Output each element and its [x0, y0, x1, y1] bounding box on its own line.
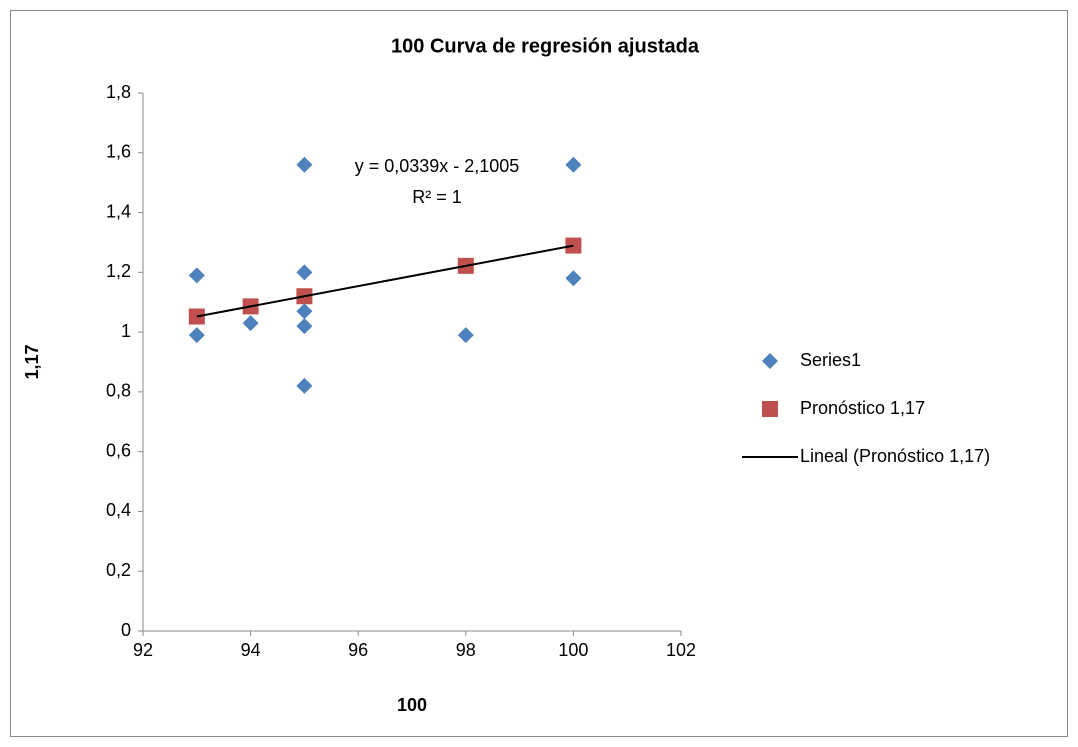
x-tick-label: 100 — [558, 640, 588, 660]
y-tick-label: 0,6 — [106, 440, 131, 460]
point — [565, 156, 582, 173]
y-tick-label: 0,8 — [106, 381, 131, 401]
legend-marker — [762, 353, 778, 369]
y-axis-label: 1,17 — [22, 344, 42, 379]
y-tick-label: 0,4 — [106, 500, 131, 520]
point — [565, 270, 582, 287]
point — [188, 327, 205, 344]
point — [457, 327, 474, 344]
x-tick-label: 102 — [666, 640, 696, 660]
point — [296, 303, 313, 320]
x-axis-label: 100 — [397, 695, 427, 715]
y-tick-label: 1,2 — [106, 261, 131, 281]
equation: y = 0,0339x - 2,1005 — [355, 156, 520, 176]
y-tick-label: 1,6 — [106, 142, 131, 162]
point — [296, 156, 313, 173]
x-tick-label: 92 — [133, 640, 153, 660]
y-tick-label: 1,4 — [106, 201, 131, 221]
point — [188, 267, 205, 284]
point — [242, 315, 259, 332]
point — [296, 264, 313, 281]
x-tick-label: 98 — [456, 640, 476, 660]
trendline — [196, 244, 574, 318]
chart-title: 100 Curva de regresión ajustada — [391, 35, 700, 57]
y-tick-label: 1 — [121, 321, 131, 341]
point — [296, 377, 313, 394]
point — [296, 318, 313, 335]
chart-border — [10, 10, 1068, 737]
legend-marker — [762, 401, 778, 417]
y-tick-label: 0,2 — [106, 560, 131, 580]
x-tick-label: 94 — [241, 640, 261, 660]
legend-label: Lineal (Pronóstico 1,17) — [800, 446, 990, 466]
y-tick-label: 0 — [121, 620, 131, 640]
legend-label: Pronóstico 1,17 — [800, 398, 925, 418]
y-tick-label: 1,8 — [106, 82, 131, 102]
r-squared: R² = 1 — [412, 187, 462, 207]
x-tick-label: 96 — [348, 640, 368, 660]
legend-label: Series1 — [800, 350, 861, 370]
